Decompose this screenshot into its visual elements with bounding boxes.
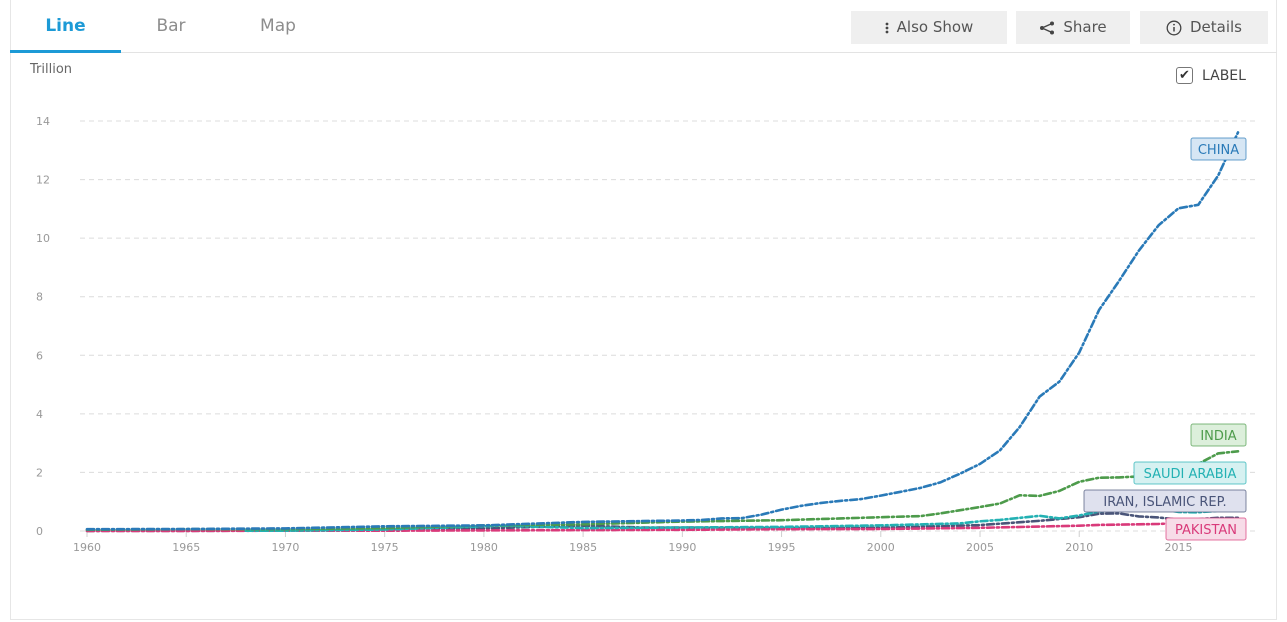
y-axis-unit-label: Trillion — [30, 62, 73, 77]
series-line-china — [85, 131, 1240, 531]
y-tick-label: 10 — [36, 232, 50, 245]
x-tick-label: 1990 — [668, 541, 696, 554]
series-end-label: SAUDI ARABIA — [1144, 467, 1237, 482]
y-tick-label: 4 — [36, 408, 43, 421]
also-show-button[interactable]: Also Show — [851, 11, 1007, 44]
more-vertical-icon — [885, 22, 889, 34]
x-tick-label: 1980 — [470, 541, 498, 554]
x-tick-label: 1965 — [172, 541, 200, 554]
series-end-label: PAKISTAN — [1175, 523, 1237, 538]
details-button[interactable]: Details — [1140, 11, 1268, 44]
x-tick-label: 1995 — [768, 541, 796, 554]
series-end-label-box — [1083, 489, 1247, 513]
info-icon — [1166, 20, 1182, 36]
label-toggle[interactable]: ✔ LABEL — [1176, 67, 1246, 84]
series-end-label-box — [1165, 517, 1247, 541]
y-tick-label: 8 — [36, 291, 43, 304]
y-tick-label: 6 — [36, 349, 43, 362]
also-show-label: Also Show — [896, 18, 974, 36]
series-end-label-box — [1190, 423, 1247, 447]
tab-bar[interactable]: Bar — [156, 16, 186, 36]
share-label: Share — [1063, 18, 1107, 36]
chart-panel — [10, 0, 1277, 620]
series-end-label-box — [1190, 137, 1247, 161]
share-button[interactable]: Share — [1016, 11, 1130, 44]
x-tick-label: 2000 — [867, 541, 895, 554]
label-toggle-text: LABEL — [1202, 67, 1246, 84]
x-tick-label: 2010 — [1065, 541, 1093, 554]
x-tick-label: 2005 — [966, 541, 994, 554]
x-tick-label: 1975 — [371, 541, 399, 554]
series-end-label: CHINA — [1198, 143, 1239, 158]
series-end-label: IRAN, ISLAMIC REP. — [1103, 495, 1226, 510]
y-tick-label: 14 — [36, 115, 50, 128]
x-tick-label: 1985 — [569, 541, 597, 554]
x-tick-label: 2015 — [1164, 541, 1192, 554]
tab-line[interactable]: Line — [10, 0, 121, 53]
series-end-label: INDIA — [1200, 429, 1236, 444]
details-label: Details — [1189, 18, 1242, 36]
tab-map[interactable]: Map — [260, 16, 296, 36]
y-tick-label: 0 — [36, 525, 43, 538]
share-icon — [1039, 21, 1055, 35]
label-checkbox[interactable]: ✔ — [1176, 67, 1193, 84]
chart-type-tabs: Line Bar Map — [10, 0, 1277, 53]
x-tick-label: 1960 — [73, 541, 101, 554]
series-end-label-box — [1133, 461, 1247, 485]
x-tick-label: 1970 — [271, 541, 299, 554]
y-tick-label: 2 — [36, 466, 43, 479]
y-tick-label: 12 — [36, 174, 50, 187]
